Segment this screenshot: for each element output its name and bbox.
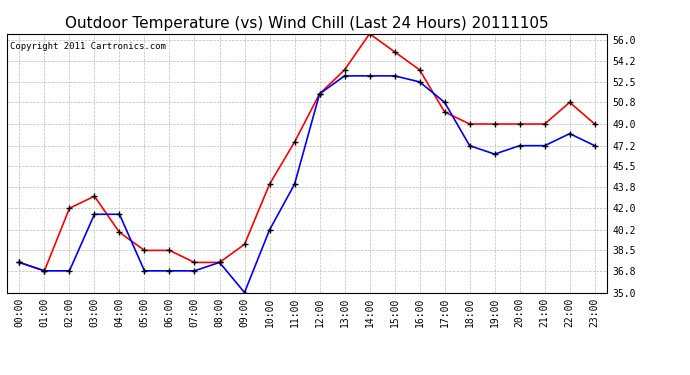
Text: Copyright 2011 Cartronics.com: Copyright 2011 Cartronics.com bbox=[10, 42, 166, 51]
Title: Outdoor Temperature (vs) Wind Chill (Last 24 Hours) 20111105: Outdoor Temperature (vs) Wind Chill (Las… bbox=[66, 16, 549, 31]
